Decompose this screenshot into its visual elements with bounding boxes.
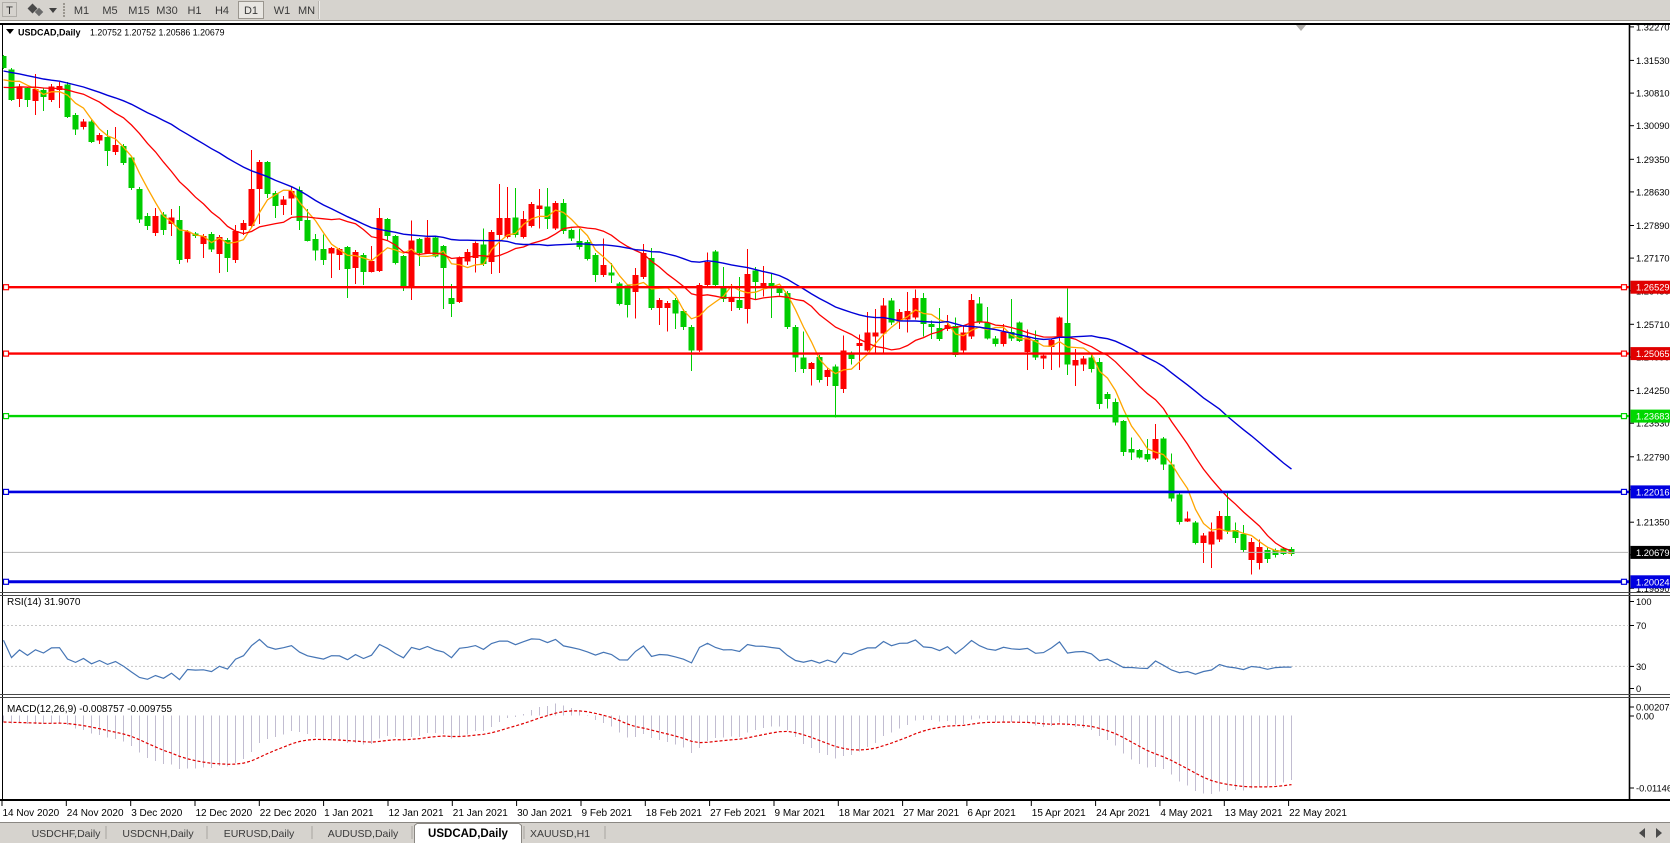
svg-text:1.28630: 1.28630 — [1636, 187, 1670, 197]
svg-text:1.20679: 1.20679 — [1636, 548, 1670, 558]
svg-text:H4: H4 — [215, 5, 229, 17]
svg-text:0: 0 — [1636, 684, 1641, 694]
svg-text:12 Dec 2020: 12 Dec 2020 — [196, 808, 253, 819]
svg-text:18 Mar 2021: 18 Mar 2021 — [839, 808, 896, 819]
svg-text:1.25065: 1.25065 — [1636, 349, 1670, 359]
svg-text:USDCAD,Daily: USDCAD,Daily — [428, 828, 508, 840]
svg-text:M1: M1 — [74, 5, 89, 17]
svg-text:MN: MN — [298, 5, 315, 17]
svg-text:-0.011462: -0.011462 — [1636, 784, 1670, 794]
svg-text:3 Dec 2020: 3 Dec 2020 — [131, 808, 183, 819]
svg-text:USDCAD,Daily: USDCAD,Daily — [18, 28, 81, 38]
svg-text:M15: M15 — [128, 5, 149, 17]
svg-text:EURUSD,Daily: EURUSD,Daily — [224, 828, 295, 840]
svg-text:70: 70 — [1636, 621, 1646, 631]
svg-text:9 Feb 2021: 9 Feb 2021 — [582, 808, 633, 819]
svg-text:1.31530: 1.31530 — [1636, 56, 1670, 66]
svg-text:1.26529: 1.26529 — [1636, 283, 1670, 293]
svg-text:H1: H1 — [187, 5, 201, 17]
svg-text:M5: M5 — [102, 5, 117, 17]
svg-text:1.23683: 1.23683 — [1636, 412, 1670, 422]
svg-text:MACD(12,26,9) -0.008757 -0.009: MACD(12,26,9) -0.008757 -0.009755 — [7, 704, 173, 715]
svg-text:1.24250: 1.24250 — [1636, 386, 1670, 396]
svg-text:27 Mar 2021: 27 Mar 2021 — [903, 808, 960, 819]
svg-text:1.25710: 1.25710 — [1636, 320, 1670, 330]
svg-text:RSI(14) 31.9070: RSI(14) 31.9070 — [7, 597, 81, 608]
svg-text:22 May 2021: 22 May 2021 — [1289, 808, 1347, 819]
svg-text:T: T — [6, 5, 13, 17]
svg-text:14 Nov 2020: 14 Nov 2020 — [3, 808, 60, 819]
svg-text:100: 100 — [1636, 597, 1652, 607]
svg-text:1.22790: 1.22790 — [1636, 452, 1670, 462]
svg-text:1.27890: 1.27890 — [1636, 221, 1670, 231]
svg-text:W1: W1 — [274, 5, 291, 17]
svg-text:30 Jan 2021: 30 Jan 2021 — [517, 808, 572, 819]
svg-text:18 Feb 2021: 18 Feb 2021 — [646, 808, 703, 819]
svg-text:1.22016: 1.22016 — [1636, 487, 1670, 497]
svg-text:22 Dec 2020: 22 Dec 2020 — [260, 808, 317, 819]
svg-text:D1: D1 — [244, 5, 258, 17]
svg-text:XAUUSD,H1: XAUUSD,H1 — [530, 828, 590, 840]
svg-text:1.20752 1.20752 1.20586 1.2067: 1.20752 1.20752 1.20586 1.20679 — [90, 28, 225, 38]
svg-text:USDCHF,Daily: USDCHF,Daily — [32, 828, 102, 840]
svg-text:USDCNH,Daily: USDCNH,Daily — [122, 828, 194, 840]
svg-text:M30: M30 — [156, 5, 177, 17]
svg-text:15 Apr 2021: 15 Apr 2021 — [1032, 808, 1086, 819]
svg-text:1.32270: 1.32270 — [1636, 22, 1670, 32]
svg-text:12 Jan 2021: 12 Jan 2021 — [389, 808, 444, 819]
svg-text:1.21350: 1.21350 — [1636, 518, 1670, 528]
svg-text:27 Feb 2021: 27 Feb 2021 — [710, 808, 767, 819]
svg-text:24 Nov 2020: 24 Nov 2020 — [67, 808, 124, 819]
svg-text:13 May 2021: 13 May 2021 — [1225, 808, 1283, 819]
svg-text:9 Mar 2021: 9 Mar 2021 — [775, 808, 826, 819]
svg-text:4 May 2021: 4 May 2021 — [1160, 808, 1213, 819]
svg-text:1 Jan 2021: 1 Jan 2021 — [324, 808, 374, 819]
svg-text:AUDUSD,Daily: AUDUSD,Daily — [328, 828, 399, 840]
svg-text:21 Jan 2021: 21 Jan 2021 — [453, 808, 508, 819]
svg-text:1.27170: 1.27170 — [1636, 254, 1670, 264]
svg-text:6 Apr 2021: 6 Apr 2021 — [967, 808, 1016, 819]
svg-text:30: 30 — [1636, 662, 1646, 672]
svg-text:1.29350: 1.29350 — [1636, 155, 1670, 165]
svg-text:24 Apr 2021: 24 Apr 2021 — [1096, 808, 1150, 819]
svg-text:1.30090: 1.30090 — [1636, 121, 1670, 131]
svg-text:1.20024: 1.20024 — [1636, 577, 1670, 587]
svg-text:1.30810: 1.30810 — [1636, 89, 1670, 99]
svg-text:0.00: 0.00 — [1636, 712, 1654, 722]
